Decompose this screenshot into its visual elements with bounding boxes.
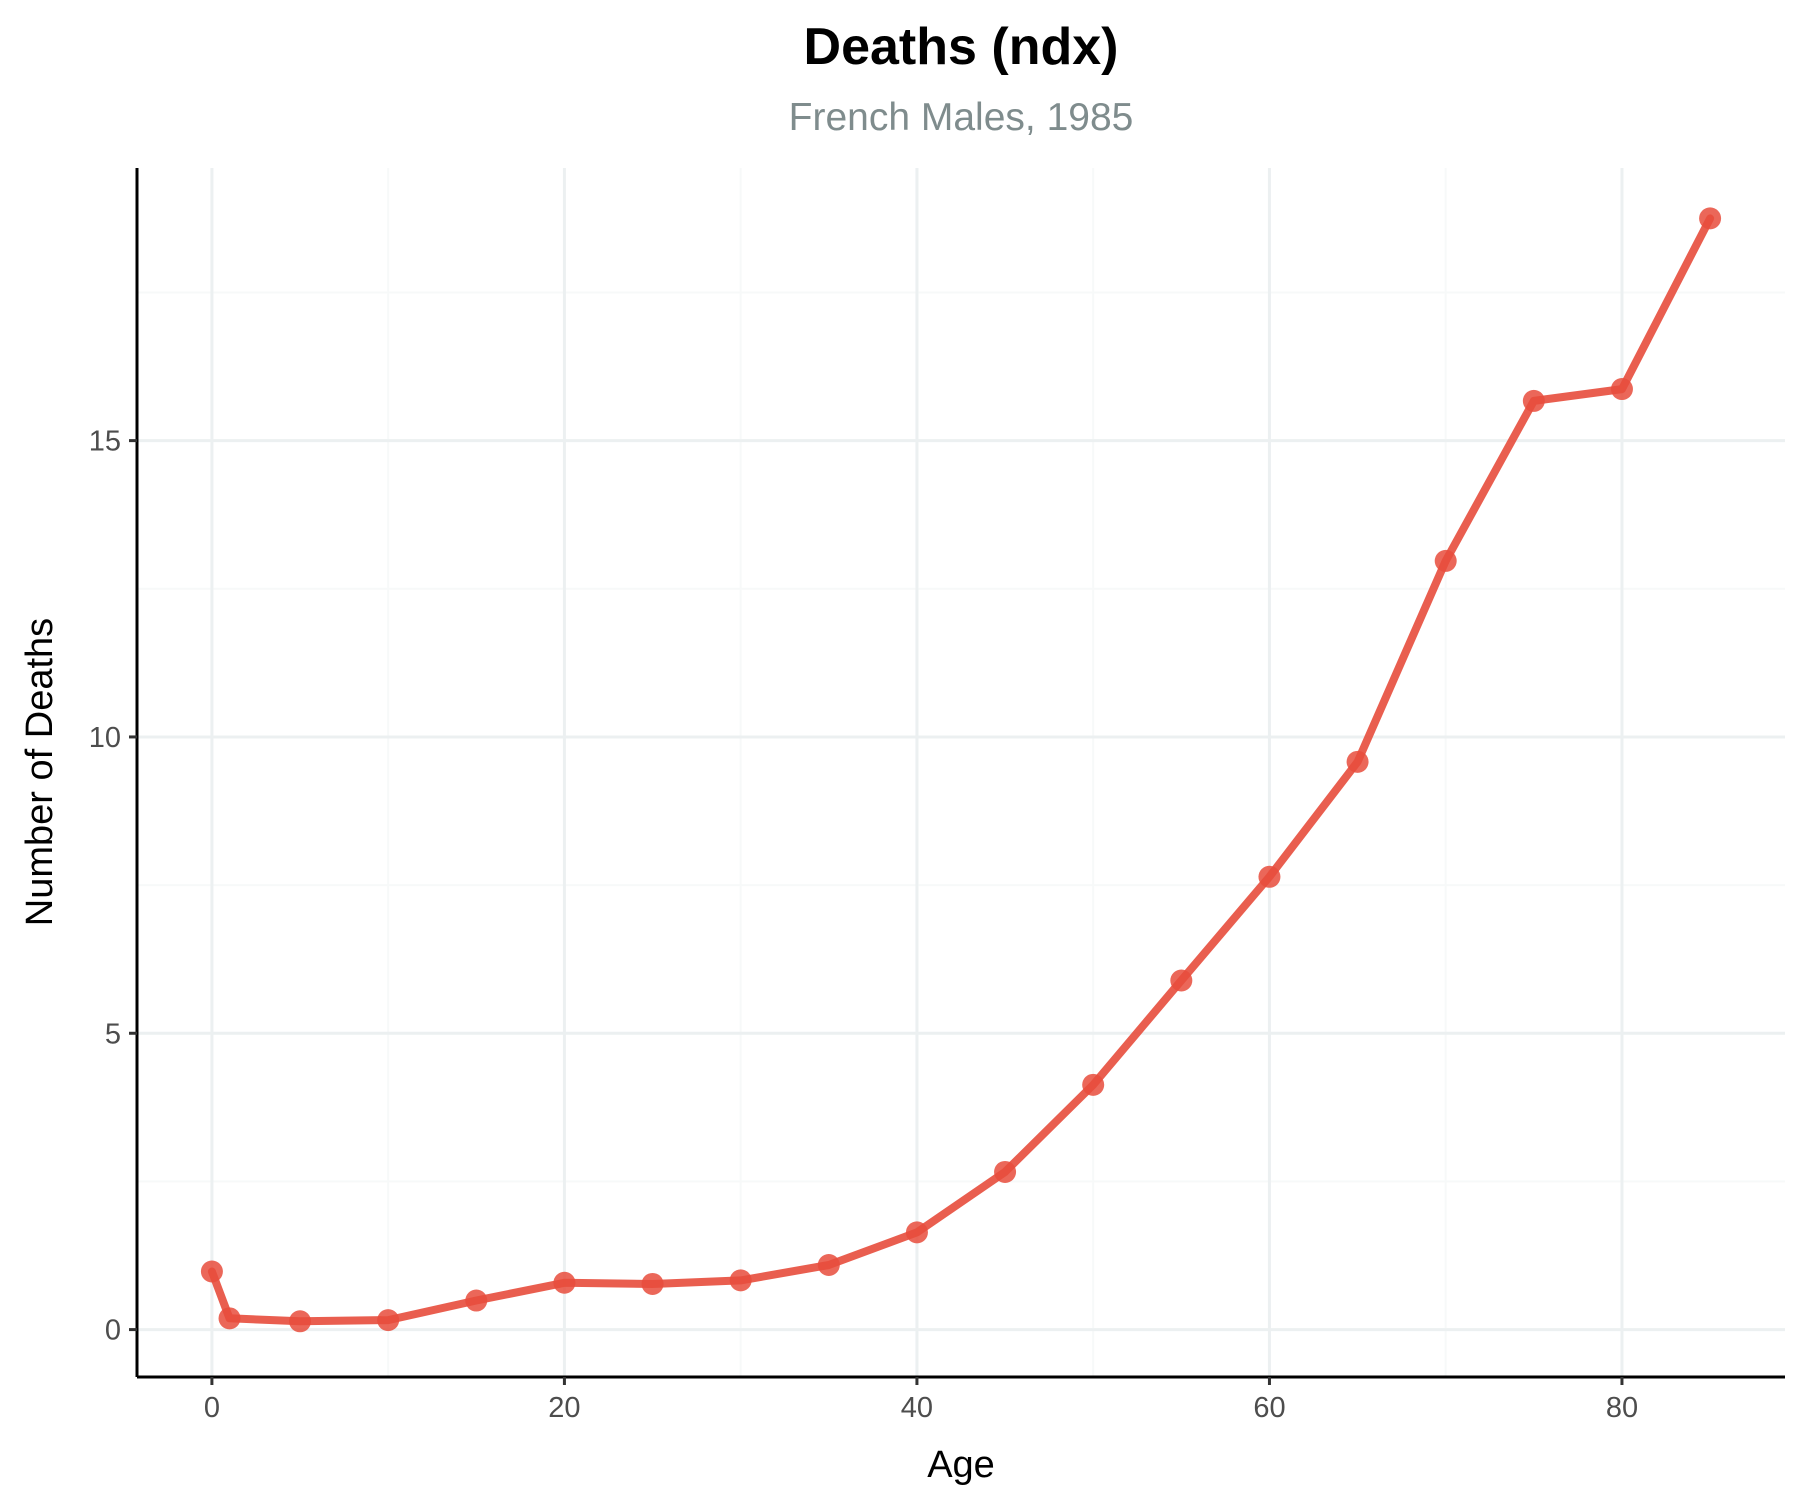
data-point bbox=[1082, 1073, 1105, 1096]
x-tick-label: 20 bbox=[548, 1392, 580, 1424]
data-point bbox=[1610, 378, 1633, 401]
data-point bbox=[200, 1260, 223, 1283]
data-point bbox=[817, 1253, 840, 1276]
y-axis-ticks: 0 5 10 15 bbox=[89, 426, 137, 1347]
data-point bbox=[905, 1221, 928, 1244]
data-point bbox=[1434, 549, 1457, 572]
axes bbox=[135, 168, 1785, 1379]
x-tick-label: 0 bbox=[204, 1392, 220, 1424]
x-tick-label: 60 bbox=[1253, 1392, 1285, 1424]
data-point bbox=[1170, 969, 1193, 992]
x-tick-label: 80 bbox=[1606, 1392, 1638, 1424]
data-point bbox=[553, 1271, 576, 1294]
x-tick-label: 40 bbox=[901, 1392, 933, 1424]
chart-title: Deaths (ndx) bbox=[804, 18, 1119, 76]
y-tick-label: 0 bbox=[105, 1315, 121, 1347]
data-point bbox=[994, 1160, 1017, 1183]
x-axis-title: Age bbox=[927, 1444, 995, 1486]
data-point bbox=[377, 1309, 400, 1332]
data-point bbox=[641, 1272, 664, 1295]
series-layer bbox=[200, 207, 1722, 1333]
data-point bbox=[218, 1307, 241, 1330]
data-point bbox=[465, 1289, 488, 1312]
data-point bbox=[289, 1310, 312, 1333]
minor-gridlines bbox=[137, 168, 1785, 1377]
y-tick-label: 10 bbox=[89, 722, 121, 754]
chart-subtitle: French Males, 1985 bbox=[789, 96, 1134, 139]
major-gridlines bbox=[137, 168, 1785, 1377]
data-point bbox=[1699, 207, 1722, 230]
x-axis-ticks: 0 20 40 60 80 bbox=[204, 1377, 1638, 1424]
data-point bbox=[1258, 865, 1281, 888]
data-point bbox=[1522, 389, 1545, 412]
y-tick-label: 5 bbox=[105, 1018, 121, 1050]
y-axis-title: Number of Deaths bbox=[19, 618, 61, 926]
y-tick-label: 15 bbox=[89, 426, 121, 458]
data-point bbox=[729, 1269, 752, 1292]
series-line bbox=[207, 214, 1715, 1326]
data-point bbox=[1346, 750, 1369, 773]
